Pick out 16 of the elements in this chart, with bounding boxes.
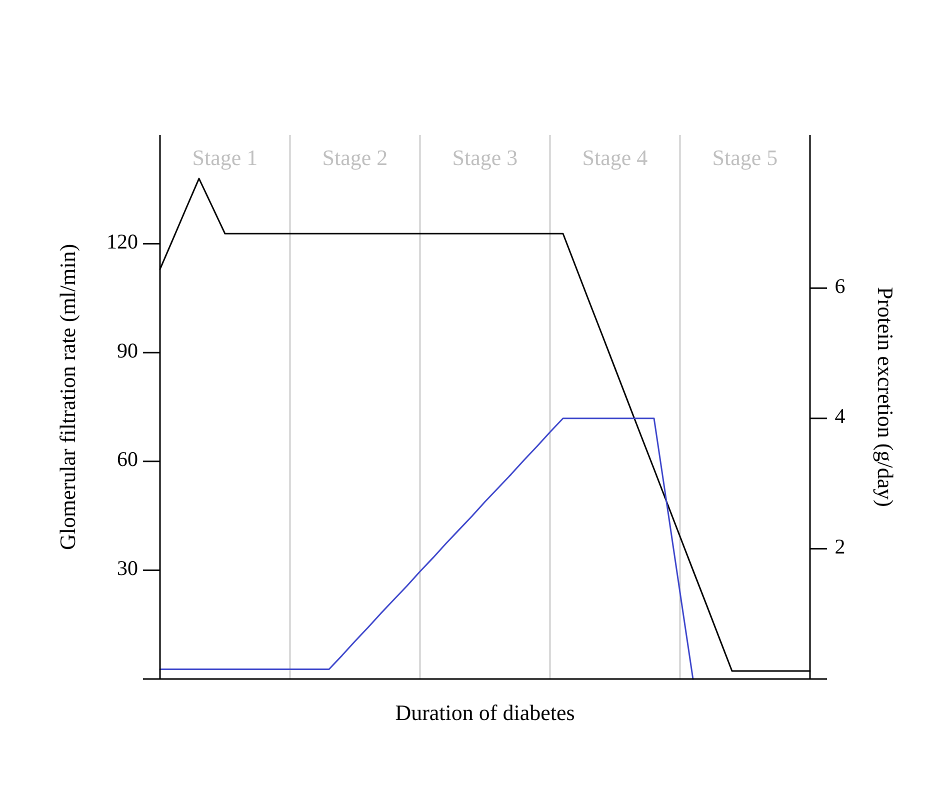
- y-tick-label: 30: [117, 556, 138, 580]
- annotation: Stage 2: [322, 145, 388, 170]
- y-tick-label: 120: [106, 230, 138, 254]
- y-tick-label: 90: [117, 338, 138, 362]
- y2-axis-title: Protein excretion (g/day): [872, 287, 898, 507]
- annotation: Stage 1: [192, 145, 258, 170]
- annotation: Stage 5: [712, 145, 778, 170]
- y2-tick-label: 6: [834, 274, 846, 298]
- y2-tick-label: 4: [834, 404, 846, 428]
- y-axis-title: Glomerular filtration rate (ml/min): [55, 244, 80, 550]
- annotation: Stage 4: [582, 145, 648, 170]
- annotation: Stage 3: [452, 145, 518, 170]
- x-axis-title: Duration of diabetes: [395, 700, 575, 725]
- y2-tick-label: 2: [834, 534, 846, 559]
- line-series: [159, 418, 694, 680]
- y-tick-label: 60: [117, 447, 138, 472]
